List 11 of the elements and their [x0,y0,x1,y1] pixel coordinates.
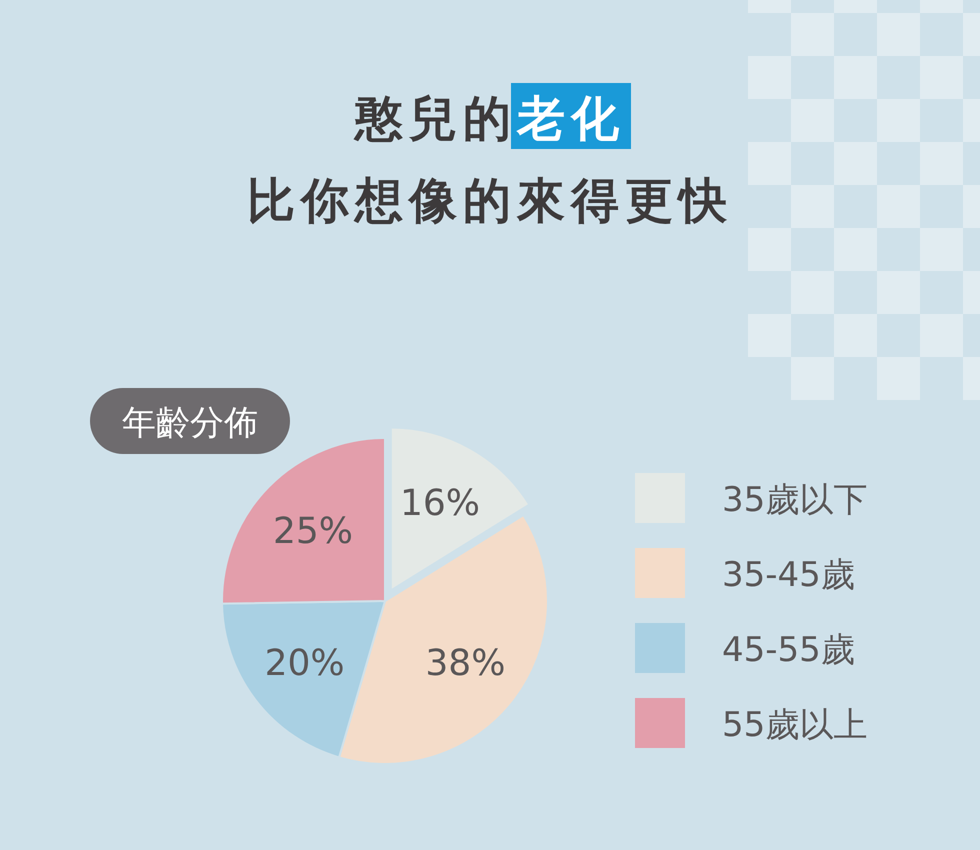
title: 憨兒的老化比你想像的來得更快 [247,83,733,229]
legend-label: 45-55歲 [722,630,855,670]
legend-label: 55歲以上 [722,705,868,745]
legend-label: 35-45歲 [722,555,855,595]
data-label: 25% [272,511,353,552]
chart-subtitle: 年齡分佈 [122,403,258,443]
legend-label: 35歲以下 [722,480,868,520]
data-label: 16% [400,483,480,524]
data-label: 38% [425,643,506,684]
subtitle: 年齡分佈 [90,388,290,454]
data-label: 20% [264,643,345,684]
